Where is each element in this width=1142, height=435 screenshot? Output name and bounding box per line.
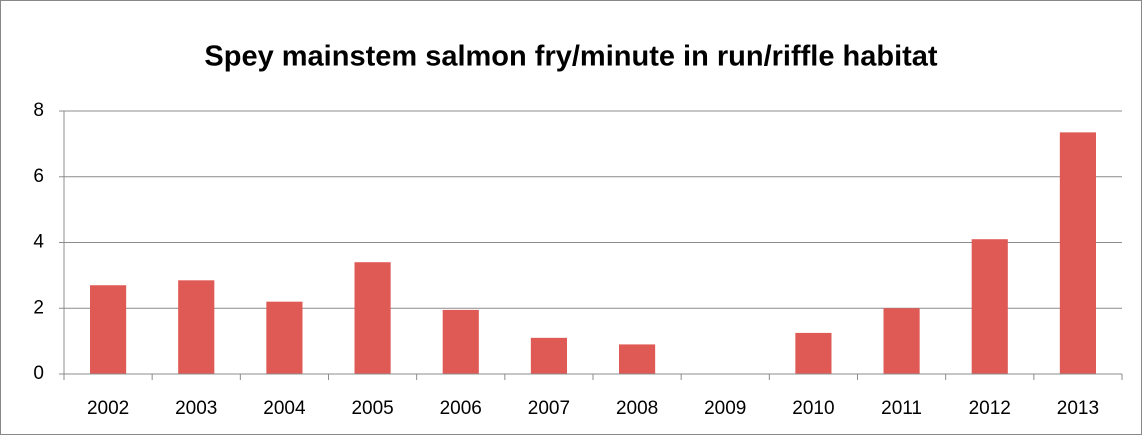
bar [619, 344, 656, 374]
bar [1059, 132, 1096, 374]
x-tick-label: 2008 [616, 398, 658, 419]
bar [90, 285, 127, 374]
x-tick-label: 2005 [351, 398, 393, 419]
bar [530, 337, 567, 374]
x-tick-label: 2003 [175, 398, 217, 419]
bar [971, 239, 1008, 374]
chart-title: Spey mainstem salmon fry/minute in run/r… [204, 41, 938, 73]
y-tick-label: 6 [33, 166, 44, 187]
x-tick-label: 2004 [263, 398, 306, 419]
y-tick-label: 4 [33, 232, 44, 253]
x-tick-label: 2011 [881, 398, 922, 419]
x-tick-label: 2002 [87, 398, 129, 419]
y-tick-label: 0 [33, 363, 44, 384]
x-tick-label: 2010 [792, 398, 834, 419]
bar [442, 309, 479, 374]
x-tick-label: 2009 [704, 398, 746, 419]
bar [266, 301, 303, 374]
x-tick-label: 2013 [1057, 398, 1099, 419]
y-tick-label: 8 [33, 100, 44, 121]
bar [178, 280, 215, 374]
y-tick-label: 2 [33, 297, 44, 318]
bar [354, 262, 391, 374]
x-tick-label: 2007 [528, 398, 570, 419]
bar [795, 332, 832, 374]
bar [883, 308, 920, 374]
x-tick-label: 2012 [969, 398, 1011, 419]
x-tick-label: 2006 [440, 398, 482, 419]
